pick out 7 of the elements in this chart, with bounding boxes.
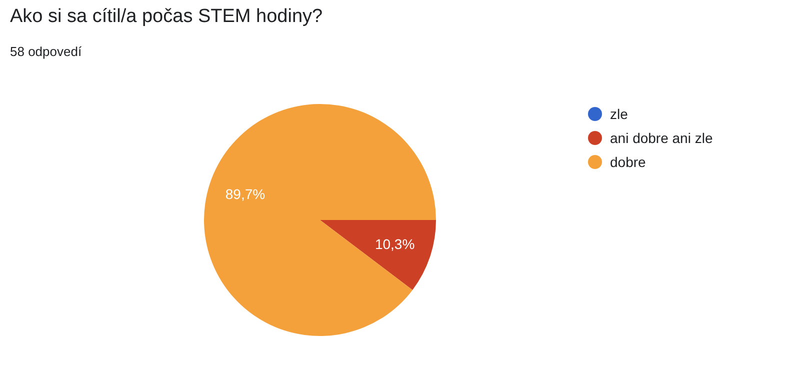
data-label: 10,3% [374, 236, 415, 252]
legend-label: zle [610, 106, 628, 122]
legend-label: dobre [610, 154, 646, 170]
data-label: 89,7% [225, 186, 266, 202]
chart-title: Ako si sa cítil/a počas STEM hodiny? [10, 6, 323, 28]
text: 58 odpovedí [10, 44, 82, 59]
legend-label: ani dobre ani zle [610, 130, 713, 146]
